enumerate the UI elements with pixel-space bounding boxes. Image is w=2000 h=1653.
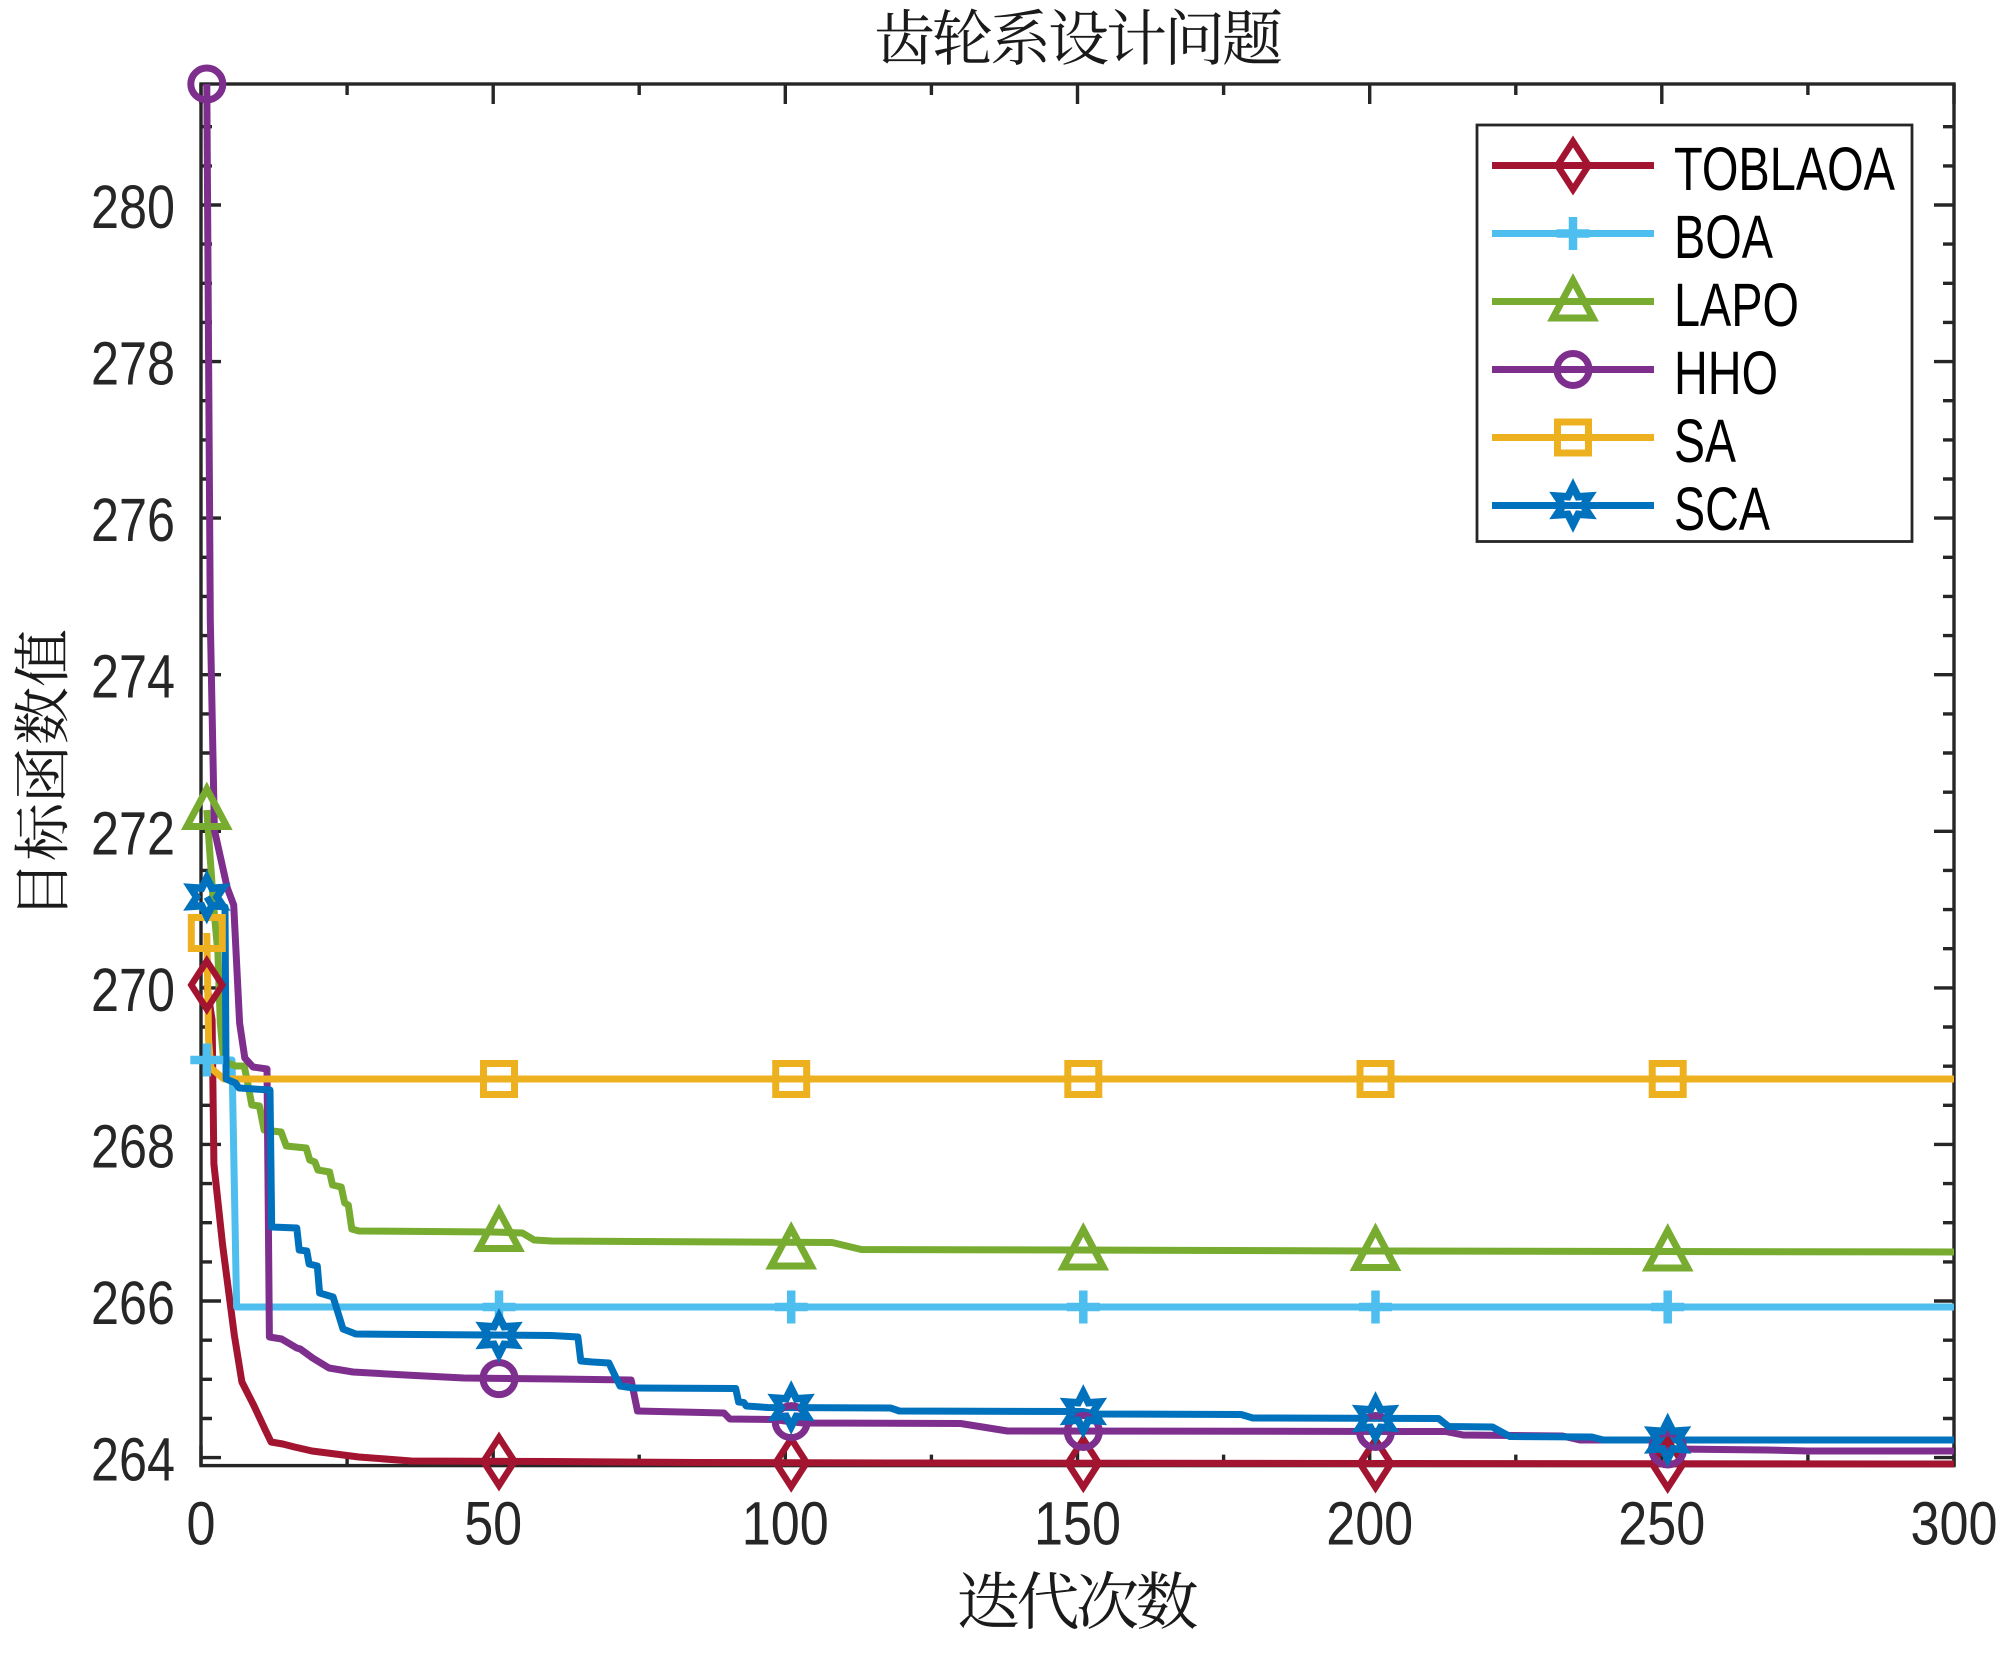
svg-text:LAPO: LAPO — [1674, 271, 1799, 339]
svg-text:266: 266 — [91, 1269, 175, 1337]
svg-text:274: 274 — [91, 643, 175, 711]
svg-text:270: 270 — [91, 956, 175, 1024]
svg-text:BOA: BOA — [1674, 203, 1773, 271]
svg-text:HHO: HHO — [1674, 339, 1778, 407]
svg-text:50: 50 — [464, 1490, 522, 1558]
svg-text:276: 276 — [91, 486, 175, 554]
svg-text:200: 200 — [1326, 1490, 1413, 1558]
svg-text:0: 0 — [187, 1490, 216, 1558]
svg-text:150: 150 — [1034, 1490, 1121, 1558]
svg-text:100: 100 — [742, 1490, 829, 1558]
svg-text:SCA: SCA — [1674, 475, 1770, 543]
svg-text:272: 272 — [91, 799, 175, 867]
svg-text:264: 264 — [91, 1426, 175, 1494]
svg-text:278: 278 — [91, 330, 175, 398]
svg-text:TOBLAOA: TOBLAOA — [1674, 135, 1895, 203]
svg-text:300: 300 — [1911, 1490, 1998, 1558]
svg-text:268: 268 — [91, 1112, 175, 1180]
svg-text:SA: SA — [1674, 407, 1736, 475]
svg-text:250: 250 — [1618, 1490, 1705, 1558]
svg-text:280: 280 — [91, 173, 175, 241]
